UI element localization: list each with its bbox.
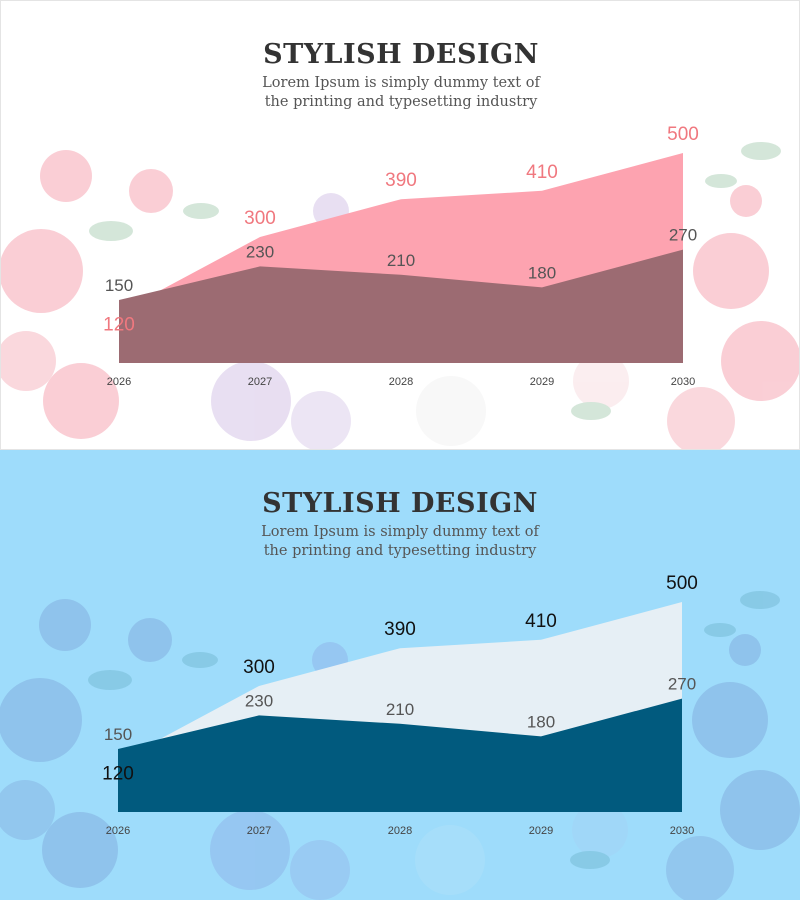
chart-panel-bottom: STYLISH DESIGN Lorem Ipsum is simply dum… (0, 450, 800, 900)
x-tick-label: 2028 (388, 825, 412, 837)
x-tick-label: 2029 (529, 825, 553, 837)
data-label-back: 410 (525, 611, 557, 632)
data-label-front: 150 (105, 276, 133, 295)
data-label-front: 230 (245, 691, 273, 710)
data-label-back: 120 (102, 764, 134, 785)
chart-panel-top: STYLISH DESIGN Lorem Ipsum is simply dum… (0, 0, 800, 450)
data-label-back: 500 (666, 573, 698, 594)
data-label-back: 120 (103, 315, 135, 336)
data-label-back: 390 (384, 619, 416, 640)
area-chart-top: 120 300 390 410 500 150 230 210 180 270 2026 2027 20… (103, 124, 699, 388)
series-area-front (118, 698, 682, 812)
x-tick-label: 2030 (671, 376, 695, 388)
x-tick-label: 2027 (248, 376, 272, 388)
data-label-front: 210 (386, 700, 414, 719)
data-label-back: 300 (243, 657, 275, 678)
data-label-back: 300 (244, 208, 276, 229)
x-tick-label: 2030 (670, 825, 694, 837)
series-area-front (119, 249, 683, 363)
data-label-back: 500 (667, 124, 699, 145)
data-label-front: 210 (387, 251, 415, 270)
data-label-front: 180 (528, 263, 556, 282)
chart-subtitle: Lorem Ipsum is simply dummy text of the … (262, 75, 540, 110)
x-tick-label: 2028 (389, 376, 413, 388)
chart-title: STYLISH DESIGN (262, 488, 538, 519)
data-label-front: 230 (246, 242, 274, 261)
x-tick-label: 2027 (247, 825, 271, 837)
data-label-back: 390 (385, 170, 417, 191)
data-label-front: 270 (669, 226, 697, 245)
data-label-front: 150 (104, 725, 132, 744)
data-label-back: 410 (526, 162, 558, 183)
chart-title: STYLISH DESIGN (263, 39, 539, 70)
x-tick-label: 2026 (106, 825, 130, 837)
area-chart-bottom: 120 300 390 410 500 150 230 210 180 270 2026 2027 20… (102, 573, 698, 837)
data-label-front: 180 (527, 712, 555, 731)
x-tick-label: 2029 (530, 376, 554, 388)
data-label-front: 270 (668, 675, 696, 694)
chart-subtitle: Lorem Ipsum is simply dummy text of the … (261, 524, 539, 559)
x-tick-label: 2026 (107, 376, 131, 388)
